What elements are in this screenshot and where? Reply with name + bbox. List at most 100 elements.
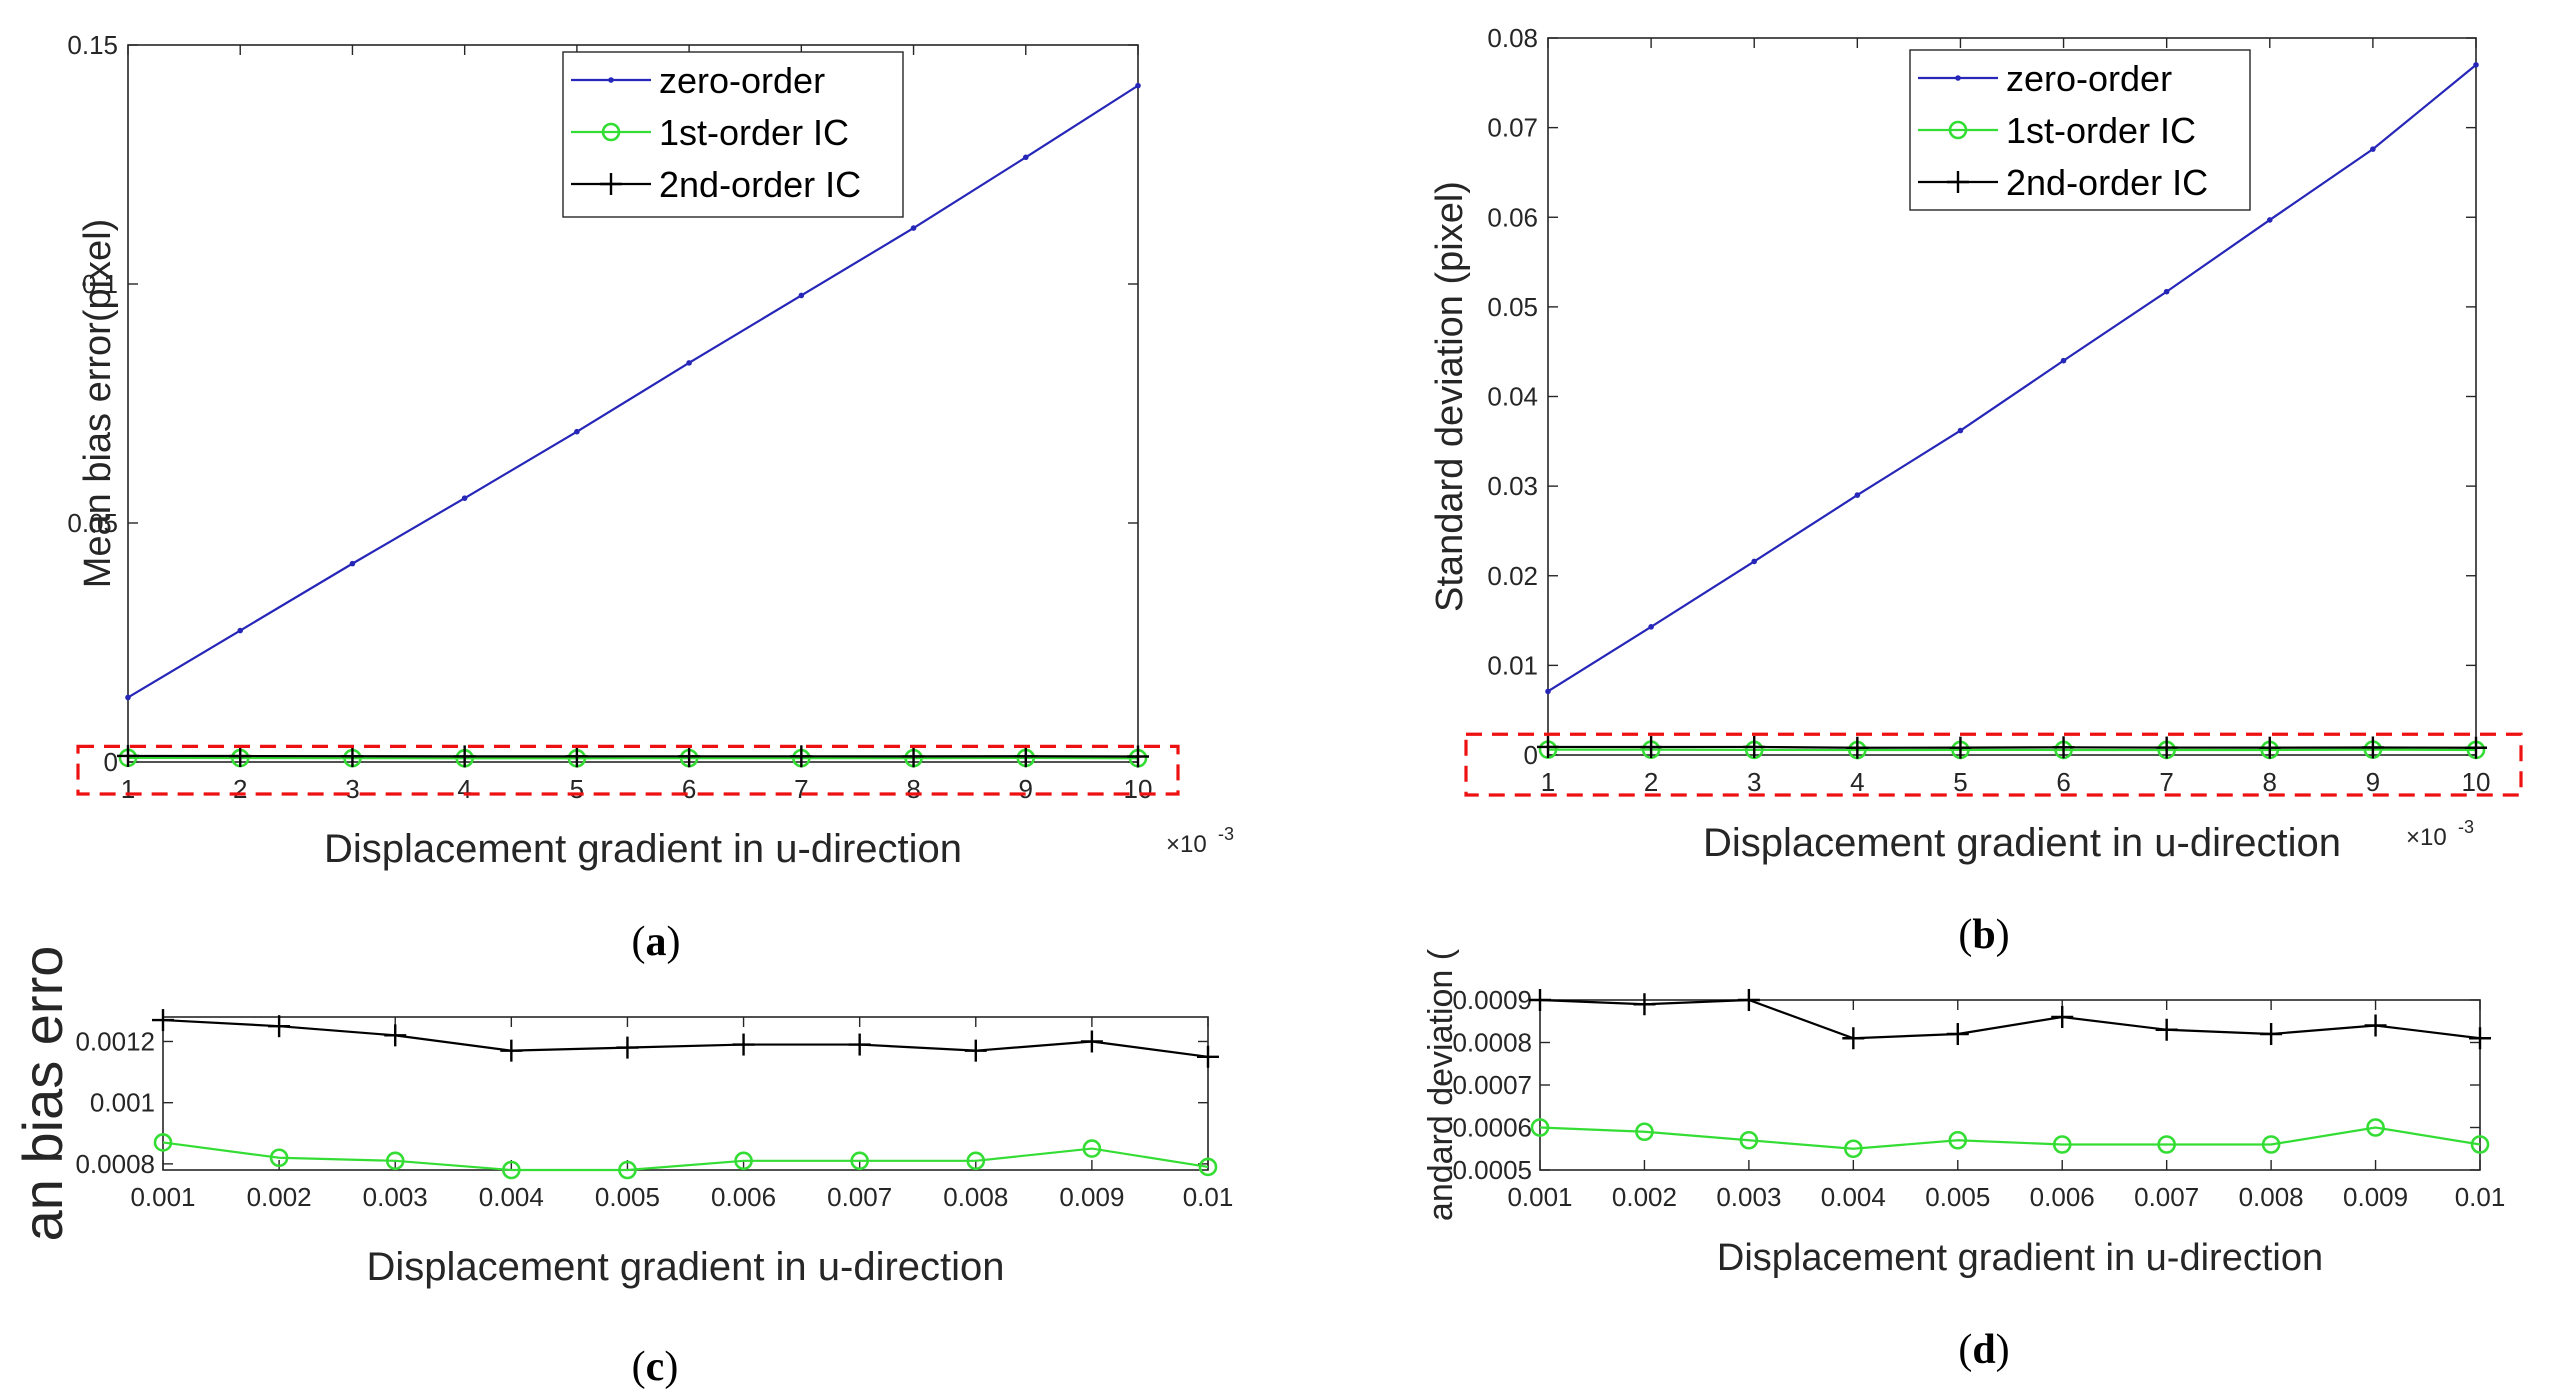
data-point-second-b: [1640, 736, 1663, 759]
data-point-second-c: [268, 1015, 291, 1038]
data-point-second-c: [848, 1033, 871, 1056]
y-tick-label-b: 0.02: [1487, 561, 1538, 591]
chart-a: 1 2 3 4 5 6 7 8 9 10 0 0.05 0.1 0.15 Displacement grad…: [67, 30, 1234, 965]
data-point-second-d: [1529, 989, 1551, 1011]
data-point-second-a: [229, 745, 252, 768]
data-point-first-d: [2261, 1135, 2281, 1154]
x-tick-label-b: 2: [1644, 767, 1658, 797]
caption-paren: ): [1996, 912, 2010, 958]
y-tick-label-a: 0.1: [82, 269, 118, 299]
chart-b: 1 2 3 4 5 6 7 8 9 10 0 0.01 0.02 0.03 0.04 0.05 0.06 0.07…: [1429, 23, 2523, 958]
caption-a: (a): [632, 919, 681, 965]
legend-label-second-b: 2nd-order IC: [2006, 162, 2208, 203]
x-tick-label-c: 0.009: [1059, 1182, 1124, 1212]
x-tick-label-b: 1: [1541, 767, 1555, 797]
data-point-second-b: [1743, 735, 1766, 758]
x-tick-label-a: 5: [570, 774, 584, 804]
y-tick-label-c: 0.0008: [75, 1149, 155, 1179]
legend-marker-first-b: [1948, 120, 1968, 140]
x-tick-label-c: 0.001: [130, 1182, 195, 1212]
data-point-zero-a: [349, 560, 356, 567]
x-tick-label-a: 8: [906, 774, 920, 804]
data-point-zero-b: [1957, 427, 1964, 434]
x-tick-label-d: 0.009: [2343, 1182, 2408, 1212]
data-point-first-c: [153, 1133, 173, 1152]
data-point-second-d: [1737, 989, 1760, 1011]
legend-label-zero-a: zero-order: [659, 60, 825, 101]
data-point-second-a: [1014, 745, 1037, 768]
plot-area-c: [162, 1016, 1209, 1171]
x-tick-label-d: 0.01: [2455, 1182, 2506, 1212]
caption-d: (d): [1958, 1327, 2009, 1373]
caption-paren: ): [664, 1344, 678, 1390]
legend-marker-zero-a: [608, 77, 614, 83]
y-tick-label-b: 0.03: [1487, 471, 1538, 501]
caption-paren: (: [1958, 912, 1972, 958]
x-multiplier-a: ×10: [1166, 831, 1207, 858]
data-point-first-c: [385, 1151, 405, 1171]
x-tick-label-a: 3: [345, 774, 359, 804]
data-point-zero-a: [574, 428, 580, 435]
data-point-zero-b: [1648, 624, 1654, 630]
x-tick-label-b: 4: [1850, 767, 1864, 797]
y-tick-label-b: 0: [1524, 740, 1538, 770]
data-point-second-b: [1537, 735, 1559, 758]
x-multiplier-b: ×10: [2406, 824, 2447, 851]
y-tick-label-b: 0.07: [1487, 113, 1538, 143]
caption-c: (c): [632, 1344, 679, 1390]
y-tick-label-a: 0.05: [67, 508, 118, 538]
data-point-first-d: [1635, 1122, 1654, 1142]
data-point-zero-a: [798, 292, 805, 299]
x-tick-label-a: 9: [1019, 774, 1033, 804]
series-first-c: [153, 1133, 1218, 1180]
data-point-second-b: [1949, 736, 1972, 759]
caption-letter-b: b: [1972, 912, 1995, 958]
data-point-second-b: [2155, 736, 2178, 759]
data-point-first-c: [850, 1151, 869, 1171]
caption-paren: (: [1958, 1327, 1972, 1373]
legend-marker-second-a: [600, 173, 622, 195]
series-line-first-d: [1539, 1126, 2481, 1150]
series-second-a: [117, 744, 1149, 768]
legend-a: zero-order 1st-order IC 2nd-order IC: [562, 51, 904, 218]
y-axis-label-d: andard deviation (: [1422, 948, 1460, 1221]
series-line-second-b: [1547, 745, 2477, 749]
legend-label-zero-b: zero-order: [2006, 58, 2172, 99]
y-axis-label-b: Standard deviation (pixel): [1429, 181, 1471, 612]
legend-marker-zero-b: [1955, 75, 1961, 81]
data-point-first-c: [618, 1160, 637, 1180]
data-point-second-c: [616, 1036, 639, 1059]
x-axis-label-c: Displacement gradient in u-direction: [366, 1245, 1004, 1289]
legend-marker-first-a: [601, 122, 621, 142]
series-line-second-a: [127, 754, 1139, 758]
data-point-first-c: [1082, 1139, 1102, 1158]
series-zero-b: [1545, 62, 2479, 695]
data-point-second-a: [678, 745, 701, 768]
x-tick-label-c: 0.005: [595, 1182, 660, 1212]
x-tick-label-a: 2: [233, 774, 247, 804]
chart-c: 0.001 0.002 0.003 0.004 0.005 0.006 0.007 0.008…: [11, 946, 1233, 1390]
series-line-second-d: [1539, 998, 2481, 1040]
data-point-first-d: [2157, 1135, 2176, 1154]
legend-label-second-a: 2nd-order IC: [659, 164, 861, 205]
legend-marker-second-b: [1947, 171, 1969, 193]
data-point-first-d: [1844, 1139, 1863, 1159]
caption-letter-d: d: [1972, 1327, 1995, 1373]
data-point-second-c: [500, 1039, 523, 1062]
series-line-zero-a: [127, 84, 1139, 699]
y-tick-label-d: 0.0008: [1452, 1028, 1532, 1058]
data-point-first-d: [1739, 1130, 1759, 1150]
y-tick-label-a: 0.15: [67, 30, 118, 60]
data-point-first-c: [1198, 1157, 1218, 1177]
caption-paren: ): [667, 919, 681, 965]
x-tick-label-d: 0.003: [1716, 1182, 1781, 1212]
data-point-second-b: [2052, 736, 2075, 759]
data-point-first-d: [1530, 1118, 1550, 1137]
x-tick-label-a: 1: [121, 774, 135, 804]
y-tick-label-d: 0.0007: [1452, 1070, 1532, 1100]
series-second-c: [152, 1009, 1219, 1068]
data-point-first-d: [2470, 1135, 2490, 1154]
data-point-second-a: [117, 744, 139, 767]
x-tick-label-d: 0.008: [2239, 1182, 2304, 1212]
